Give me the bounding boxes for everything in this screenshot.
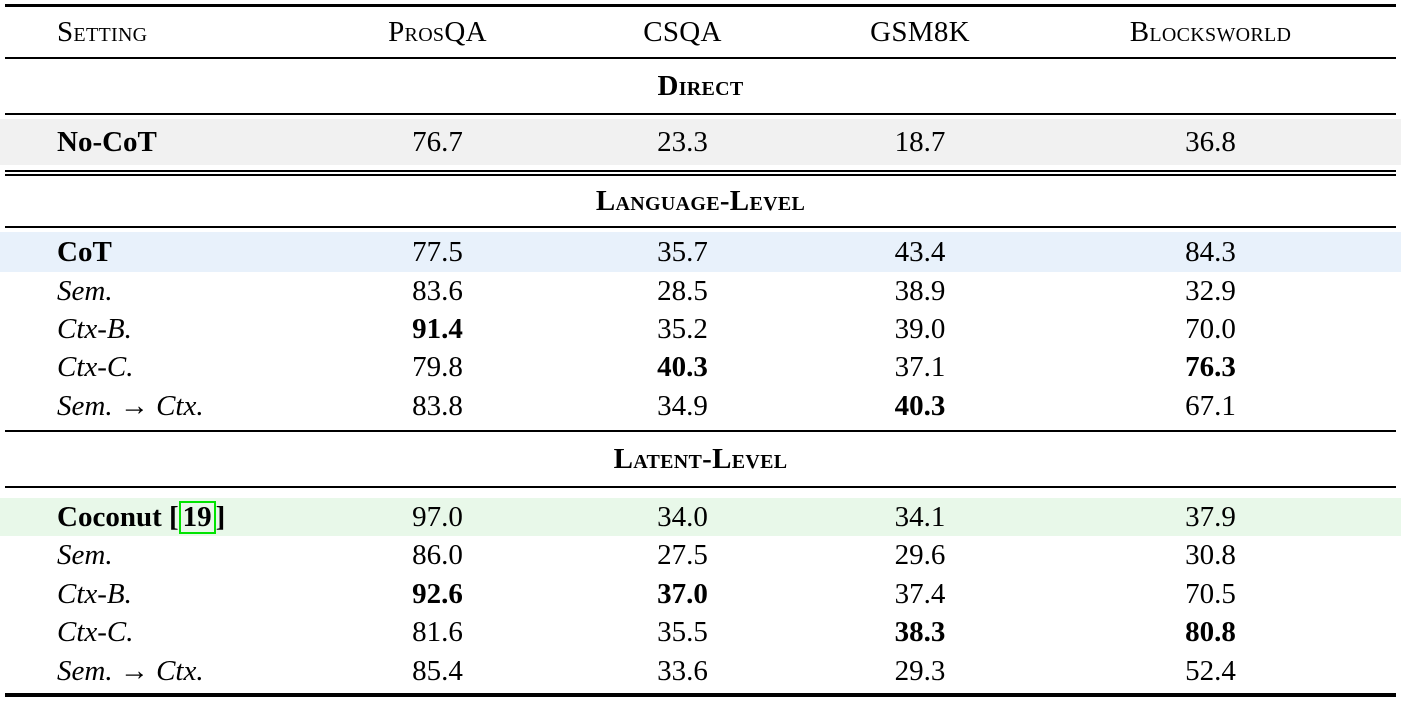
- cell-csqa: 35.7: [657, 235, 708, 268]
- cell-csqa: 35.5: [657, 616, 708, 648]
- cell-gsm8k: 34.1: [894, 500, 946, 533]
- table-row-lang-ctx-c: Ctx-C. 79.8 40.3 37.1 76.3: [0, 348, 1401, 387]
- coconut-label-suffix: ]: [215, 500, 226, 533]
- cell-blocksworld: 70.0: [1185, 312, 1236, 345]
- cell-prosqa: 91.4: [412, 312, 463, 345]
- table-row-lat-sem: Sem. 86.0 27.5 29.6 30.8: [0, 536, 1401, 575]
- cell-csqa: 40.3: [657, 351, 708, 383]
- row-label: Ctx-C.: [57, 351, 134, 383]
- cell-gsm8k: 43.4: [894, 235, 946, 268]
- cell-prosqa: 79.8: [412, 351, 463, 383]
- cell-gsm8k: 39.0: [894, 312, 946, 345]
- cell-gsm8k: 40.3: [894, 389, 946, 422]
- cell-csqa: 34.0: [657, 500, 708, 533]
- row-label: Sem.: [57, 274, 113, 307]
- cell-gsm8k: 29.3: [894, 654, 946, 687]
- citation-19-link[interactable]: 19: [178, 500, 216, 534]
- cell-blocksworld: 30.8: [1185, 539, 1236, 571]
- cell-blocksworld: 76.3: [1185, 351, 1236, 383]
- row-label: Ctx-B.: [57, 577, 132, 610]
- cell-blocksworld: 67.1: [1185, 389, 1236, 422]
- cell-csqa: 34.9: [657, 389, 708, 422]
- header-divider-rule: [5, 57, 1396, 59]
- coconut-label-prefix: Coconut [: [57, 500, 179, 533]
- table-row-cot: CoT 77.5 35.7 43.4 84.3: [0, 232, 1401, 272]
- cell-blocksworld: 70.5: [1185, 577, 1236, 610]
- cell-gsm8k: 37.4: [894, 577, 946, 610]
- table-row-lang-ctx-b: Ctx-B. 91.4 35.2 39.0 70.0: [0, 310, 1401, 348]
- table-row-lat-ctx-c: Ctx-C. 81.6 35.5 38.3 80.8: [0, 613, 1401, 652]
- row-gap: [0, 488, 1401, 498]
- cell-blocksworld: 52.4: [1185, 654, 1236, 687]
- table-top-rule: [5, 4, 1396, 7]
- cell-csqa: 33.6: [657, 654, 708, 687]
- section-header-direct: Direct: [657, 69, 744, 102]
- table-row-lat-ctx-b: Ctx-B. 92.6 37.0 37.4 70.5: [0, 575, 1401, 613]
- table-header-row: Setting ProsQA CSQA GSM8K Blocksworld: [0, 7, 1401, 57]
- cell-csqa: 23.3: [657, 125, 708, 158]
- direct-divider-rule: [5, 113, 1396, 115]
- column-header-gsm8k: GSM8K: [870, 15, 970, 48]
- cell-prosqa: 77.5: [412, 235, 463, 268]
- table-bottom-rule: [5, 693, 1396, 697]
- cell-prosqa: 83.6: [412, 274, 463, 307]
- row-label: CoT: [57, 235, 112, 268]
- column-header-blocksworld: Blocksworld: [1129, 15, 1292, 48]
- cell-csqa: 27.5: [657, 539, 708, 571]
- language-divider-rule: [5, 226, 1396, 228]
- language-end-rule: [5, 430, 1396, 432]
- row-label: Ctx-B.: [57, 312, 132, 345]
- table-row-lang-sem: Sem. 83.6 28.5 38.9 32.9: [0, 272, 1401, 310]
- cell-prosqa: 86.0: [412, 539, 463, 571]
- cell-gsm8k: 29.6: [894, 539, 946, 571]
- cell-csqa: 28.5: [657, 274, 708, 307]
- cell-prosqa: 76.7: [412, 125, 463, 158]
- cell-blocksworld: 80.8: [1185, 616, 1236, 648]
- row-label: Coconut [19]: [0, 500, 330, 534]
- cell-prosqa: 83.8: [412, 389, 463, 422]
- cell-gsm8k: 38.9: [894, 274, 946, 307]
- latent-divider-rule: [5, 486, 1396, 488]
- table-row-lang-sem-ctx: Sem. → Ctx. 83.8 34.9 40.3 67.1: [0, 387, 1401, 425]
- table-row-coconut: Coconut [19] 97.0 34.0 34.1 37.9: [0, 498, 1401, 536]
- cell-blocksworld: 32.9: [1185, 274, 1236, 307]
- cell-gsm8k: 37.1: [894, 351, 946, 383]
- section-header-language-level: Language-Level: [595, 184, 806, 217]
- cell-prosqa: 92.6: [412, 577, 463, 610]
- cell-blocksworld: 36.8: [1185, 125, 1236, 158]
- cell-prosqa: 85.4: [412, 654, 463, 687]
- cell-blocksworld: 37.9: [1185, 500, 1236, 533]
- cell-prosqa: 97.0: [412, 500, 463, 533]
- column-header-setting: Setting: [57, 15, 148, 48]
- column-header-csqa: CSQA: [643, 15, 722, 48]
- cell-gsm8k: 38.3: [894, 616, 946, 648]
- column-header-prosqa: ProsQA: [388, 15, 487, 48]
- row-label: Sem.: [57, 539, 113, 571]
- cell-gsm8k: 18.7: [894, 125, 946, 158]
- section-header-latent-level: Latent-Level: [613, 442, 788, 475]
- row-label: Ctx-C.: [57, 616, 134, 648]
- row-label: No-CoT: [57, 125, 157, 158]
- row-label: Sem. → Ctx.: [57, 654, 204, 687]
- table-row-no-cot: No-CoT 76.7 23.3 18.7 36.8: [0, 119, 1401, 165]
- section-double-rule: [5, 170, 1396, 176]
- cell-blocksworld: 84.3: [1185, 235, 1236, 268]
- row-label: Sem. → Ctx.: [57, 389, 204, 422]
- table-row-lat-sem-ctx: Sem. → Ctx. 85.4 33.6 29.3 52.4: [0, 652, 1401, 690]
- cell-csqa: 37.0: [657, 577, 708, 610]
- cell-prosqa: 81.6: [412, 616, 463, 648]
- cell-csqa: 35.2: [657, 312, 708, 345]
